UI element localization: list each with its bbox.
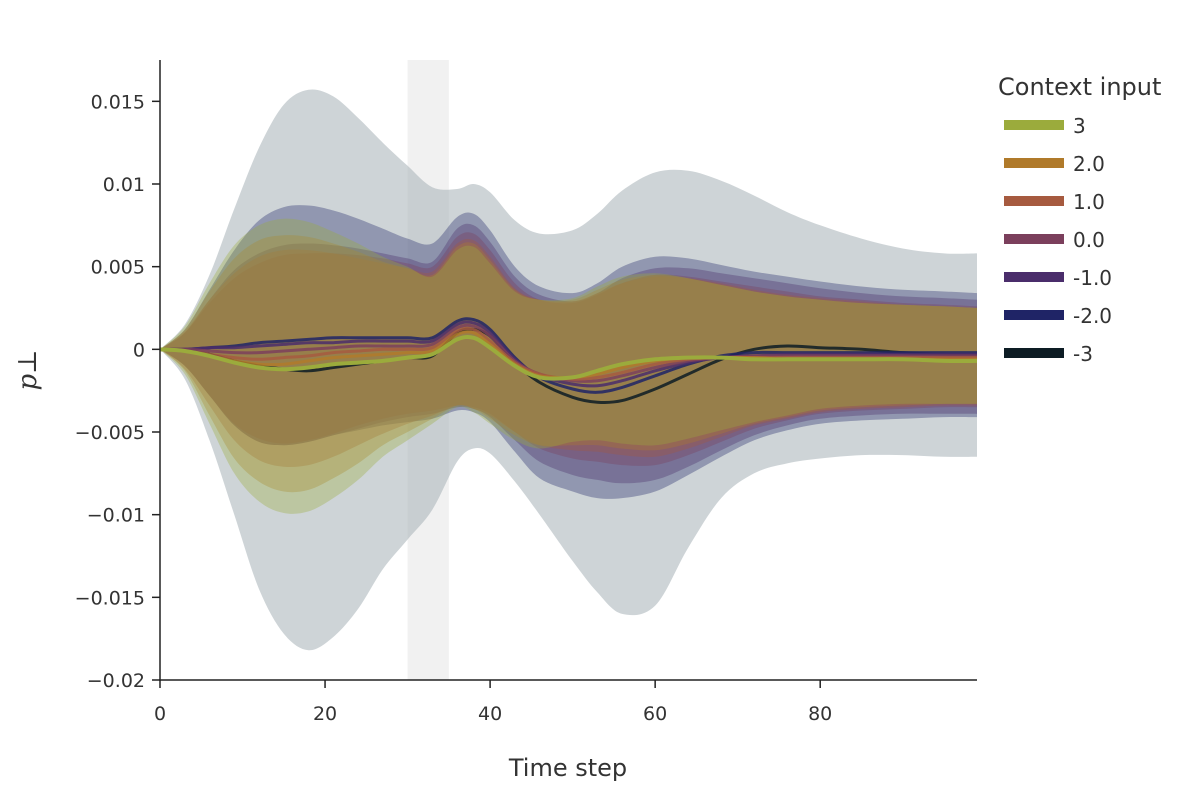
x-tick-label: 80 — [808, 703, 832, 725]
band--3 — [160, 89, 977, 651]
legend-label: -2.0 — [1073, 304, 1112, 328]
legend-swatch — [1004, 196, 1064, 206]
legend-item-3[interactable]: 3 — [1004, 114, 1086, 138]
legend-item--2.0[interactable]: -2.0 — [1004, 304, 1112, 328]
legend-title: Context input — [998, 73, 1161, 101]
legend-swatch — [1004, 348, 1064, 358]
y-tick-label: −0.02 — [87, 670, 145, 692]
line-3 — [160, 334, 977, 381]
band-2.0 — [160, 235, 977, 493]
legend-swatch — [1004, 158, 1064, 168]
legend-label: -1.0 — [1073, 266, 1112, 290]
band-1.0 — [160, 238, 977, 468]
line--2.0 — [160, 317, 977, 394]
band--1.0 — [160, 223, 977, 484]
mean-lines — [160, 317, 977, 405]
legend-swatch — [1004, 272, 1064, 282]
x-tick-label: 40 — [478, 703, 502, 725]
legend-swatch — [1004, 310, 1064, 320]
y-tick-label: 0.005 — [91, 257, 145, 279]
x-tick-label: 60 — [643, 703, 667, 725]
legend-item-1.0[interactable]: 1.0 — [1004, 190, 1105, 214]
band--2.0 — [160, 205, 977, 499]
line-0.0 — [160, 323, 977, 383]
legend-label: 1.0 — [1073, 190, 1105, 214]
legend-item--3[interactable]: -3 — [1004, 342, 1093, 366]
legend-label: 3 — [1073, 114, 1086, 138]
y-tick-label: 0.01 — [103, 174, 145, 196]
legend-item-0.0[interactable]: 0.0 — [1004, 228, 1105, 252]
y-tick-label: −0.005 — [75, 422, 145, 444]
y-tick-label: 0.015 — [91, 91, 145, 113]
x-tick-label: 20 — [313, 703, 337, 725]
legend-label: 0.0 — [1073, 228, 1105, 252]
y-tick-label: −0.015 — [75, 587, 145, 609]
confidence-bands — [160, 89, 977, 651]
legend-item--1.0[interactable]: -1.0 — [1004, 266, 1112, 290]
band-3 — [160, 218, 977, 514]
legend: 3 2.0 1.0 0.0 -1.0 -2.0 -3 — [1004, 114, 1112, 366]
legend-label: -3 — [1073, 342, 1093, 366]
x-axis-title: Time step — [508, 754, 627, 782]
y-axis-title: p⊥ — [13, 349, 43, 390]
legend-swatch — [1004, 120, 1064, 130]
y-tick-label: −0.01 — [87, 505, 145, 527]
legend-label: 2.0 — [1073, 152, 1105, 176]
band-0.0 — [160, 232, 977, 466]
legend-swatch — [1004, 234, 1064, 244]
y-tick-label: 0 — [133, 339, 145, 361]
axes: 0 20 40 60 80 0.015 0.01 0.005 0 −0.005 −0.01 −0.01… — [75, 60, 977, 725]
line--1.0 — [160, 320, 977, 388]
x-tick-label: 0 — [154, 703, 166, 725]
legend-item-2.0[interactable]: 2.0 — [1004, 152, 1105, 176]
